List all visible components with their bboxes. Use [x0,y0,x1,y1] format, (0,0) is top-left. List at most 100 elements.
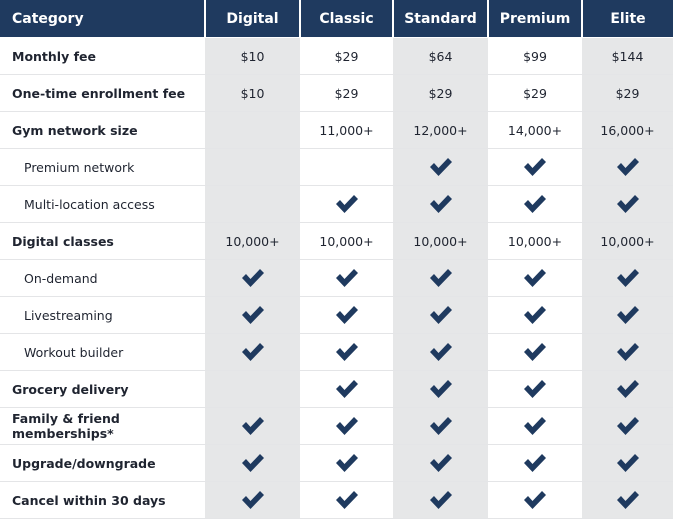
check-cell [300,185,393,223]
value-cell: $29 [393,74,488,112]
value-cell: $29 [300,74,393,112]
row-label: Cancel within 30 days [0,481,205,519]
table-row: Monthly fee $10 $29 $64 $99 $144 [0,37,673,75]
checkmark [241,306,264,324]
checkmark [616,343,639,361]
checkmark [524,454,546,472]
row-label: Livestreaming [0,296,205,334]
check-cell [300,333,393,371]
checkmark [616,195,639,213]
value-cell: 10,000+ [582,222,673,260]
checkmark [524,269,546,287]
row-label: Upgrade/downgrade [0,444,205,482]
checkmark [616,417,639,435]
checkmark [429,343,452,361]
checkmark [616,454,639,472]
table-row: On-demand [0,259,673,297]
table-row: Family & friend memberships* [0,407,673,445]
check-cell [393,185,488,223]
value-cell: $144 [582,37,673,75]
table-row: Digital classes 10,000+ 10,000+ 10,000+ 10,0… [0,222,673,260]
checkmark [616,269,639,287]
checkmark [524,158,546,176]
empty-cell [205,370,300,408]
check-cell [393,407,488,445]
check-cell [582,185,673,223]
row-label: Workout builder [0,333,205,371]
check-cell [582,333,673,371]
checkmark [429,158,452,176]
row-label: One-time enrollment fee [0,74,205,112]
checkmark [335,491,358,509]
empty-cell [205,111,300,149]
header-cell: Digital [204,0,300,38]
check-cell [300,481,393,519]
value-cell: $29 [300,37,393,75]
check-cell [488,148,582,186]
check-cell [488,444,582,482]
check-cell [582,148,673,186]
checkmark [335,269,358,287]
checkmark [429,195,452,213]
checkmark [429,454,452,472]
value-cell: 10,000+ [205,222,300,260]
checkmark [429,417,452,435]
checkmark [429,306,452,324]
check-cell [300,370,393,408]
check-cell [393,481,488,519]
empty-cell [300,148,393,186]
check-cell [488,481,582,519]
table-row: Livestreaming [0,296,673,334]
value-cell: $10 [205,37,300,75]
empty-cell [205,185,300,223]
check-cell [488,333,582,371]
checkmark [524,380,546,398]
value-cell: $64 [393,37,488,75]
checkmark [524,195,546,213]
row-label: Monthly fee [0,37,205,75]
checkmark [335,195,358,213]
value-cell: 11,000+ [300,111,393,149]
checkmark [524,306,546,324]
check-cell [488,370,582,408]
checkmark [524,343,546,361]
table-row: Upgrade/downgrade [0,444,673,482]
check-cell [488,407,582,445]
value-cell: $10 [205,74,300,112]
header-cell: Classic [299,0,393,38]
value-cell: 14,000+ [488,111,582,149]
check-cell [300,407,393,445]
checkmark [616,380,639,398]
checkmark [241,491,264,509]
table-row: Gym network size 11,000+ 12,000+ 14,000+ 16,… [0,111,673,149]
header-cell: Standard [392,0,488,38]
check-cell [582,259,673,297]
table-row: Premium network [0,148,673,186]
check-cell [300,444,393,482]
checkmark [335,454,358,472]
checkmark [335,306,358,324]
check-cell [205,481,300,519]
check-cell [488,259,582,297]
checkmark [429,491,452,509]
check-cell [393,444,488,482]
value-cell: $99 [488,37,582,75]
checkmark [241,343,264,361]
check-cell [582,296,673,334]
check-cell [205,296,300,334]
checkmark [429,269,452,287]
header-cell: Elite [581,0,673,38]
row-label: Multi-location access [0,185,205,223]
check-cell [582,481,673,519]
table-row: Cancel within 30 days [0,481,673,519]
value-cell: 12,000+ [393,111,488,149]
row-label: Family & friend memberships* [0,407,205,445]
header-row: Category Digital Classic Standard Premium Eli… [0,0,673,38]
checkmark [524,491,546,509]
check-cell [393,333,488,371]
table-row: Multi-location access [0,185,673,223]
row-label: Gym network size [0,111,205,149]
check-cell [393,259,488,297]
